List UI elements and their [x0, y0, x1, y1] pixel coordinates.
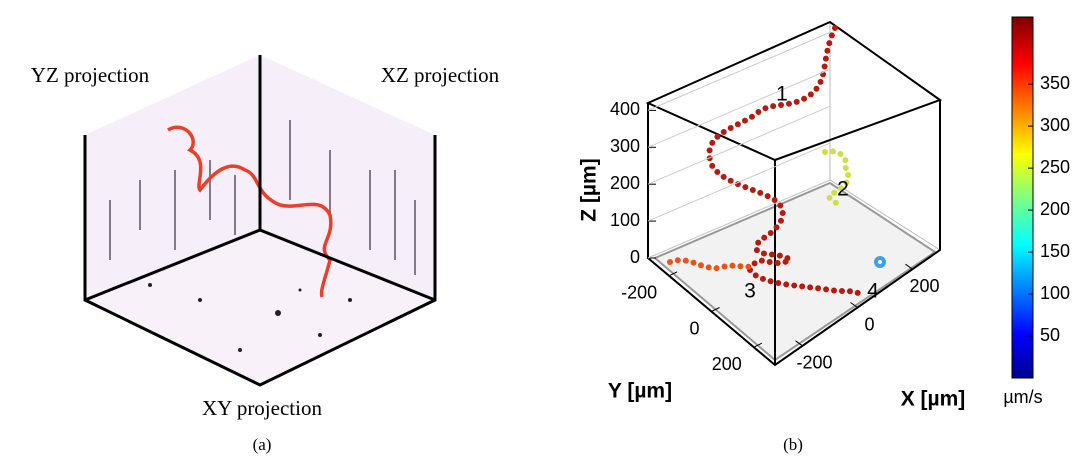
colorbar-tick-label: 50 [1040, 325, 1060, 345]
grid-line [647, 105, 831, 185]
y-axis-label: Y [µm] [608, 380, 672, 403]
x-tick-label: 200 [909, 276, 939, 296]
x-tick [795, 340, 803, 347]
trajectory-label: 2 [837, 178, 849, 201]
grid-line [647, 179, 831, 259]
trajectories [667, 25, 886, 296]
y-tick [668, 271, 678, 277]
colorbar-tick-label: 250 [1040, 157, 1070, 177]
trajectory-label: 1 [776, 83, 788, 106]
z-tick-label: 100 [610, 210, 640, 230]
z-tick-label: 400 [610, 99, 640, 119]
colorbar-label: µm/s [1003, 387, 1042, 407]
y-tick-label: 0 [689, 318, 699, 338]
colorbar-tick-label: 300 [1040, 115, 1070, 135]
x-tick-label: 0 [864, 314, 874, 334]
colorbar-tick-label: 200 [1040, 199, 1070, 219]
xy-label: XY projection [202, 396, 322, 420]
trajectory-label: 4 [867, 280, 879, 303]
caption: (b) [783, 435, 803, 454]
grid-line [647, 31, 831, 111]
x-tick [905, 263, 913, 270]
grid-line [647, 68, 831, 148]
x-axis-label: X [µm] [901, 388, 966, 411]
z-tick-label: 300 [610, 136, 640, 156]
yz-label: YZ projection [31, 63, 150, 87]
y-tick-label: -200 [621, 283, 657, 303]
trajectory-label: 3 [744, 280, 756, 303]
plot-box [645, 20, 943, 367]
colorbar-tick-label: 350 [1040, 73, 1070, 93]
xz-label: XZ projection [381, 63, 500, 87]
grid-line [647, 142, 831, 222]
z-tick-label: 200 [610, 173, 640, 193]
colorbar-tick-label: 150 [1040, 241, 1070, 261]
y-tick [711, 307, 720, 312]
colorbar [1011, 16, 1034, 379]
z-tick-label: 0 [630, 247, 640, 267]
x-tick [850, 302, 858, 308]
y-tick-label: 200 [712, 354, 742, 374]
z-axis-label: Z [µm] [578, 158, 601, 221]
caption: (a) [253, 435, 272, 454]
y-tick [753, 342, 763, 348]
projection-cube [83, 55, 437, 387]
x-tick-label: -200 [796, 353, 832, 373]
colorbar-tick-label: 100 [1040, 283, 1070, 303]
